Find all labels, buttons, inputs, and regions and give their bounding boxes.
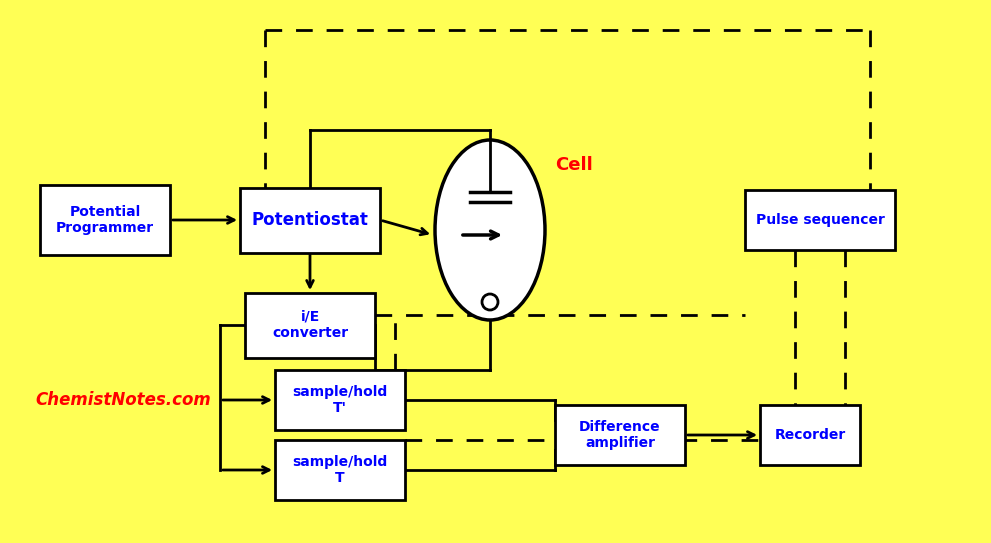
Text: ChemistNotes.com: ChemistNotes.com	[35, 391, 211, 409]
Text: Potential
Programmer: Potential Programmer	[55, 205, 154, 235]
Ellipse shape	[435, 140, 545, 320]
FancyBboxPatch shape	[745, 190, 895, 250]
Text: Potentiostat: Potentiostat	[252, 211, 369, 229]
Text: sample/hold
T': sample/hold T'	[292, 385, 387, 415]
FancyBboxPatch shape	[760, 405, 860, 465]
Text: Recorder: Recorder	[774, 428, 845, 442]
FancyBboxPatch shape	[275, 370, 405, 430]
Text: Cell: Cell	[555, 156, 593, 174]
FancyBboxPatch shape	[240, 187, 380, 252]
FancyBboxPatch shape	[245, 293, 375, 357]
Text: sample/hold
T: sample/hold T	[292, 455, 387, 485]
Text: Pulse sequencer: Pulse sequencer	[755, 213, 884, 227]
Text: Difference
amplifier: Difference amplifier	[579, 420, 661, 450]
FancyBboxPatch shape	[275, 440, 405, 500]
Circle shape	[482, 294, 498, 310]
Text: i/E
converter: i/E converter	[272, 310, 348, 340]
FancyBboxPatch shape	[40, 185, 170, 255]
FancyBboxPatch shape	[555, 405, 685, 465]
